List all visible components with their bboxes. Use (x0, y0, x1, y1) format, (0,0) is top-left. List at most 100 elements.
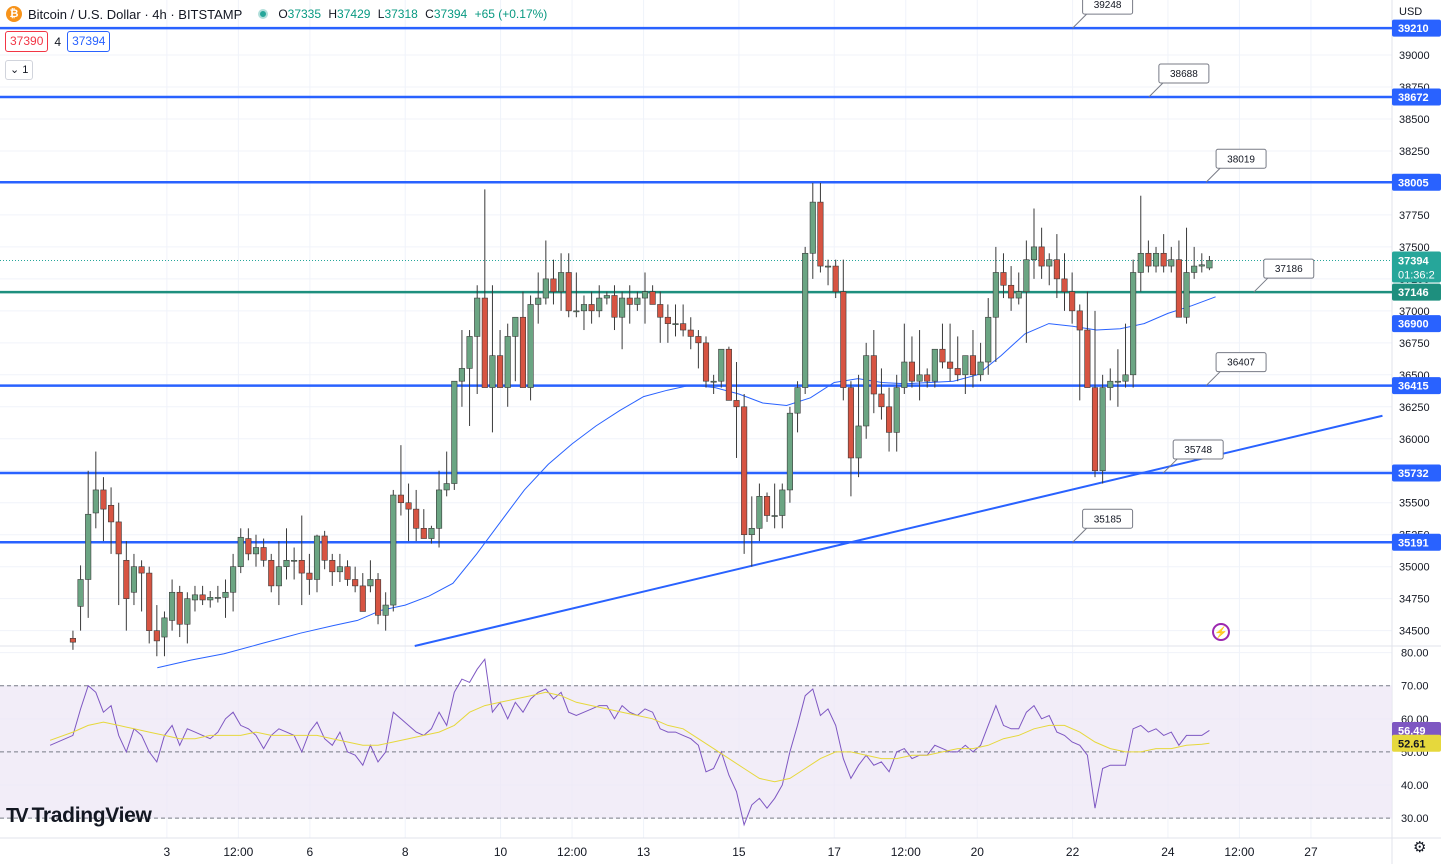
change-value: +65 (+0.17%) (474, 7, 548, 21)
candle (1015, 272, 1022, 305)
rsi-value-tag-text: 56.49 (1398, 725, 1426, 737)
candle-body (329, 559, 336, 573)
candle (329, 553, 336, 586)
candle (824, 259, 832, 286)
candle (69, 630, 76, 650)
candle-body (283, 559, 290, 567)
candle (245, 528, 252, 561)
rsi-pane (49, 657, 1210, 827)
candle (436, 470, 443, 548)
candle-body (237, 536, 244, 567)
candle-body (1008, 284, 1015, 299)
level-price-tag-bg (1392, 464, 1441, 482)
candle (222, 579, 229, 618)
candle-body (481, 297, 488, 388)
candle-body (397, 494, 404, 504)
candle-body (748, 528, 755, 536)
candle-body (77, 579, 84, 607)
candle (672, 304, 679, 337)
candle (283, 528, 290, 580)
sell-button[interactable]: 37390 (5, 31, 49, 52)
candle (908, 336, 916, 388)
tradingview-logo[interactable]: TV TradingView (6, 804, 152, 828)
candle-body (870, 355, 877, 395)
currency-label[interactable]: USD (1399, 6, 1423, 18)
candle-body (657, 304, 664, 318)
candle (893, 374, 900, 452)
candle (321, 530, 328, 570)
price-tick-label: 36000 (1399, 434, 1430, 446)
candle-body (466, 336, 473, 369)
current-price-tag: 37394 01:36:2 (1392, 251, 1441, 283)
callout-pointer (1205, 371, 1221, 387)
callout-label: 38019 (1227, 154, 1255, 165)
candle (611, 285, 618, 331)
candle (558, 253, 565, 311)
price-tick-label: 35500 (1399, 498, 1430, 510)
flash-icon[interactable]: ⚡ (1212, 623, 1230, 641)
support-resistance-levels (0, 26, 1392, 544)
candle-body (947, 361, 954, 369)
gear-icon[interactable]: ⚙ (1413, 839, 1427, 856)
candle (1175, 240, 1182, 318)
price-callout: 38688 (1148, 63, 1210, 98)
candle-body (1137, 252, 1144, 273)
candle-body (710, 380, 717, 383)
candle-body (138, 566, 145, 574)
candle (397, 445, 404, 516)
candle (519, 291, 527, 388)
countdown-text: 01:36:2 (1398, 269, 1435, 281)
candle (756, 483, 763, 542)
candle-body (565, 272, 572, 312)
level-price-tag-text: 35732 (1398, 468, 1429, 480)
candle-body (153, 630, 160, 642)
candle (344, 560, 351, 586)
rsi-ma-value-tag-bg (1392, 734, 1441, 752)
candle (916, 330, 923, 401)
candle-body (428, 528, 435, 539)
candle-body (474, 297, 481, 337)
buy-button[interactable]: 37394 (67, 31, 111, 52)
candle (100, 477, 107, 542)
candle-body (313, 535, 321, 580)
candles (69, 182, 1213, 657)
candle (260, 538, 267, 567)
ohlc-values: O37335 H37429 L37318 C37394 +65 (+0.17%) (278, 7, 548, 21)
high-value: 37429 (337, 7, 371, 21)
candle-body (1183, 272, 1190, 318)
candle (969, 330, 977, 388)
candle-body (199, 594, 206, 601)
candle-body (1030, 246, 1038, 260)
candle-body (733, 400, 740, 408)
candle (92, 451, 99, 529)
level-price-tag-text: 38672 (1398, 92, 1429, 104)
bitcoin-logo-icon: ₿ (6, 6, 22, 22)
candle-body (451, 380, 458, 484)
indicators-collapse-button[interactable]: ⌄ 1 (5, 60, 34, 80)
candle-body (1015, 291, 1022, 299)
open-value: 37335 (287, 7, 322, 21)
candle (1122, 323, 1129, 388)
candle (1069, 272, 1076, 324)
candle (977, 342, 984, 382)
spread-value: 4 (54, 34, 62, 49)
candle (85, 470, 92, 618)
candle-body (702, 342, 710, 382)
candle (123, 541, 130, 631)
candle-body (230, 566, 237, 593)
candle-body (1084, 329, 1091, 388)
symbol-title[interactable]: Bitcoin / U.S. Dollar · 4h · BITSTAMP (28, 6, 243, 22)
candle-body (1076, 310, 1083, 331)
candle-body (718, 348, 725, 382)
candle (184, 592, 191, 644)
candle (794, 381, 801, 433)
candle-body (108, 504, 115, 523)
candle (1030, 208, 1038, 279)
candle (252, 534, 260, 567)
price-tick-label: 39000 (1399, 50, 1430, 62)
candle (1023, 240, 1030, 343)
callout-pointer (1253, 277, 1269, 293)
market-status-icon[interactable] (258, 9, 269, 19)
price-tick-label: 34500 (1399, 626, 1430, 638)
